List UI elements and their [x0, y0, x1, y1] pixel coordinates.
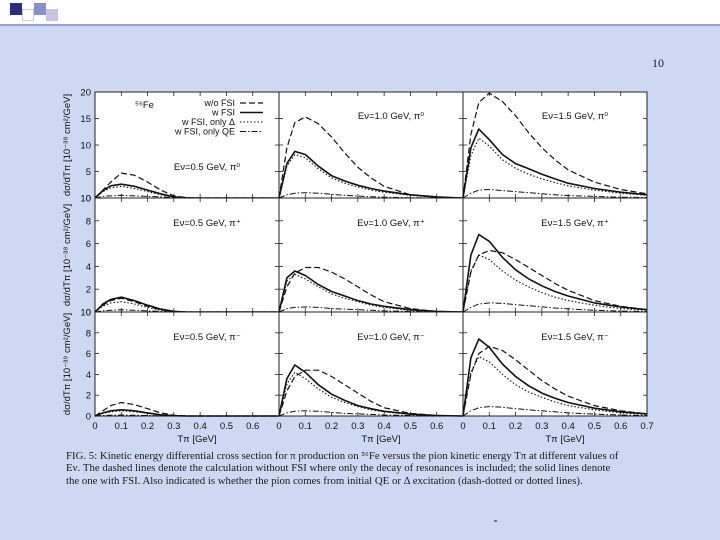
series-qe: [94, 414, 279, 417]
x-tick-label: 0.5: [588, 421, 601, 432]
x-tick-label: 0.3: [167, 421, 180, 432]
y-tick-label: 6: [86, 349, 91, 360]
x-tick-label: 0: [92, 421, 97, 432]
slide-header-rule: [0, 24, 720, 26]
x-tick-label: 0.6: [614, 421, 627, 432]
legend-label: w FSI, only Δ: [181, 117, 235, 127]
series-wo-fsi: [278, 116, 464, 199]
series-delta: [94, 301, 279, 313]
x-tick-label: 0.7: [640, 421, 653, 432]
legend-label: w/o FSI: [203, 98, 235, 108]
y-tick-label: 15: [80, 114, 91, 125]
x-tick-label: 0.6: [246, 421, 259, 432]
x-tick-label: 0.4: [378, 421, 391, 432]
panel-label: Eν=0.5 GeV, π⁻: [173, 332, 240, 343]
caption-line: the one with FSI. Also indicated is whet…: [66, 474, 583, 487]
y-tick-label: 0: [86, 194, 91, 205]
x-tick-label: 0.1: [299, 421, 312, 432]
series-qe: [278, 410, 463, 417]
slide-header-decoration: [0, 0, 720, 22]
x-tick-label: 0.3: [535, 421, 548, 432]
nucleus-label: ⁵⁶Fe: [135, 100, 154, 111]
y-tick-label: 10: [80, 308, 91, 319]
panel-frame: [278, 311, 464, 417]
series-w-fsi: [462, 233, 648, 313]
x-tick-label: 0: [276, 421, 281, 432]
y-tick-label: 10: [80, 141, 91, 152]
series-delta: [462, 356, 648, 417]
x-tick-label: 0.1: [115, 421, 128, 432]
y-tick-label: 0: [86, 412, 91, 423]
decor-square: [10, 3, 22, 15]
x-axis-label: Tπ [GeV]: [177, 434, 216, 445]
scan-speck: [494, 520, 497, 522]
page-number: 10: [652, 56, 664, 70]
y-tick-label: 8: [86, 216, 91, 227]
caption-line: FIG. 5: Kinetic energy differential cros…: [66, 450, 619, 462]
legend-label: w FSI, only QE: [174, 127, 235, 137]
panel-label: Eν=1.5 GeV, π⁺: [541, 218, 608, 229]
y-tick-label: 6: [86, 239, 91, 250]
x-tick-label: 0.2: [509, 421, 522, 432]
y-tick-label: 4: [86, 370, 91, 381]
series-wo-fsi: [462, 345, 648, 417]
series-delta: [94, 410, 279, 417]
x-tick-label: 0.2: [325, 421, 338, 432]
x-tick-label: 0.6: [430, 421, 443, 432]
x-tick-label: 0.2: [141, 421, 154, 432]
y-tick-label: 0: [86, 308, 91, 319]
series-w-fsi: [462, 338, 648, 417]
decor-square: [34, 3, 46, 15]
panel-frame: [278, 91, 464, 199]
x-tick-label: 0.5: [220, 421, 233, 432]
series-delta: [278, 273, 464, 313]
x-axis-label: Tπ [GeV]: [545, 434, 584, 445]
series-wo-fsi: [278, 266, 464, 313]
panel-label: Eν=1.0 GeV, π⁺: [357, 218, 424, 229]
caption-line: Eν. The dashed lines denote the calculat…: [66, 462, 611, 475]
decor-square: [22, 9, 34, 21]
y-tick-label: 2: [86, 285, 91, 296]
figure-caption: FIG. 5: Kinetic energy differential cros…: [66, 450, 680, 487]
panel-label: Eν=0.5 GeV, π⁺: [173, 218, 240, 229]
x-tick-label: 0.3: [351, 421, 364, 432]
x-tick-label: 0.4: [194, 421, 207, 432]
panel-label: Eν=1.0 GeV, π⁻: [357, 332, 424, 343]
panel-label: Eν=0.5 GeV, π⁰: [174, 162, 240, 173]
series-w-fsi: [278, 270, 464, 313]
legend-label: w FSI: [211, 108, 235, 118]
panel-frame: [94, 197, 280, 313]
panel-frame: [94, 91, 280, 199]
y-tick-label: 10: [80, 194, 91, 205]
panel-frame: [462, 91, 648, 199]
panel-label: Eν=1.5 GeV, π⁰: [542, 111, 608, 122]
y-tick-label: 20: [80, 88, 91, 99]
x-tick-label: 0.5: [404, 421, 417, 432]
y-tick-label: 2: [86, 391, 91, 402]
series-delta: [462, 254, 648, 313]
y-tick-label: 5: [86, 167, 91, 178]
y-tick-label: 8: [86, 328, 91, 339]
series-wo-fsi: [462, 92, 648, 199]
panel-frame: [462, 311, 648, 417]
x-tick-label: 0: [460, 421, 465, 432]
y-axis-label: dσ/dTπ [10⁻³⁸ cm²/GeV]: [62, 204, 73, 306]
y-axis-label: dσ/dTπ [10⁻³⁸ cm²/GeV]: [62, 94, 73, 196]
series-w-fsi: [462, 128, 648, 199]
panel-label: Eν=1.0 GeV, π⁰: [358, 111, 424, 122]
series-delta: [278, 371, 464, 417]
panel-label: Eν=1.5 GeV, π⁻: [541, 332, 608, 343]
y-axis-label: dσ/dTπ [10⁻³⁹ cm²/GeV]: [62, 313, 73, 415]
x-tick-label: 0.4: [562, 421, 575, 432]
decor-square: [46, 9, 58, 21]
y-tick-label: 4: [86, 262, 91, 273]
panel-frame: [462, 197, 648, 313]
x-axis-label: Tπ [GeV]: [361, 434, 400, 445]
series-qe: [278, 306, 463, 313]
series-delta: [278, 153, 464, 199]
x-tick-label: 0.1: [483, 421, 496, 432]
series-delta: [94, 185, 279, 199]
panel-frame: [94, 311, 280, 417]
